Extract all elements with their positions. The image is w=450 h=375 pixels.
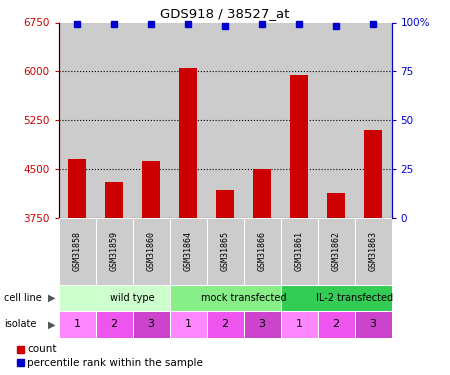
Text: 3: 3: [148, 320, 154, 329]
Bar: [95, 22, 132, 218]
Text: GSM31863: GSM31863: [369, 231, 378, 271]
Bar: [68, 159, 86, 218]
Bar: [132, 217, 170, 285]
Bar: [132, 22, 170, 218]
Bar: [216, 189, 234, 217]
Bar: [364, 130, 382, 218]
Text: cell line: cell line: [4, 293, 42, 303]
Text: ▶: ▶: [48, 320, 55, 329]
Bar: [170, 217, 207, 285]
Text: GSM31864: GSM31864: [184, 231, 193, 271]
Text: 2: 2: [110, 320, 117, 329]
Bar: [95, 217, 132, 285]
Text: 2: 2: [333, 320, 340, 329]
Text: count: count: [27, 345, 57, 354]
Text: 2: 2: [221, 320, 229, 329]
Text: GSM31858: GSM31858: [72, 231, 81, 271]
Bar: [179, 68, 197, 218]
Text: isolate: isolate: [4, 320, 37, 329]
Text: 3: 3: [258, 320, 265, 329]
Bar: [280, 285, 392, 311]
Bar: [58, 217, 95, 285]
Text: GSM31862: GSM31862: [332, 231, 341, 271]
Text: wild type: wild type: [110, 293, 155, 303]
Bar: [243, 311, 280, 338]
Text: IL-2 transfected: IL-2 transfected: [316, 293, 393, 303]
Bar: [318, 311, 355, 338]
Bar: [280, 22, 318, 218]
Text: ▶: ▶: [48, 293, 55, 303]
Text: GSM31861: GSM31861: [294, 231, 303, 271]
Bar: [355, 22, 392, 218]
Text: 1: 1: [184, 320, 192, 329]
Bar: [58, 285, 170, 311]
Bar: [207, 22, 243, 218]
Bar: [243, 22, 280, 218]
Bar: [142, 161, 160, 218]
Title: GDS918 / 38527_at: GDS918 / 38527_at: [160, 7, 290, 20]
Bar: [280, 217, 318, 285]
Text: 1: 1: [73, 320, 81, 329]
Bar: [243, 217, 280, 285]
Text: GSM31865: GSM31865: [220, 231, 230, 271]
Bar: [207, 217, 243, 285]
Bar: [290, 75, 308, 217]
Bar: [355, 217, 392, 285]
Text: mock transfected: mock transfected: [201, 293, 286, 303]
Text: 1: 1: [296, 320, 302, 329]
Text: GSM31859: GSM31859: [109, 231, 118, 271]
Bar: [280, 311, 318, 338]
Bar: [170, 285, 280, 311]
Bar: [253, 169, 271, 217]
Text: GSM31860: GSM31860: [147, 231, 156, 271]
Bar: [207, 311, 243, 338]
Bar: [105, 182, 123, 218]
Bar: [58, 311, 95, 338]
Bar: [17, 359, 24, 366]
Bar: [355, 311, 392, 338]
Bar: [132, 311, 170, 338]
Text: percentile rank within the sample: percentile rank within the sample: [27, 357, 203, 368]
Bar: [58, 22, 95, 218]
Bar: [318, 217, 355, 285]
Bar: [170, 311, 207, 338]
Bar: [95, 311, 132, 338]
Text: 3: 3: [369, 320, 377, 329]
Text: GSM31866: GSM31866: [257, 231, 266, 271]
Bar: [170, 22, 207, 218]
Bar: [327, 194, 345, 217]
Bar: [17, 346, 24, 353]
Bar: [318, 22, 355, 218]
